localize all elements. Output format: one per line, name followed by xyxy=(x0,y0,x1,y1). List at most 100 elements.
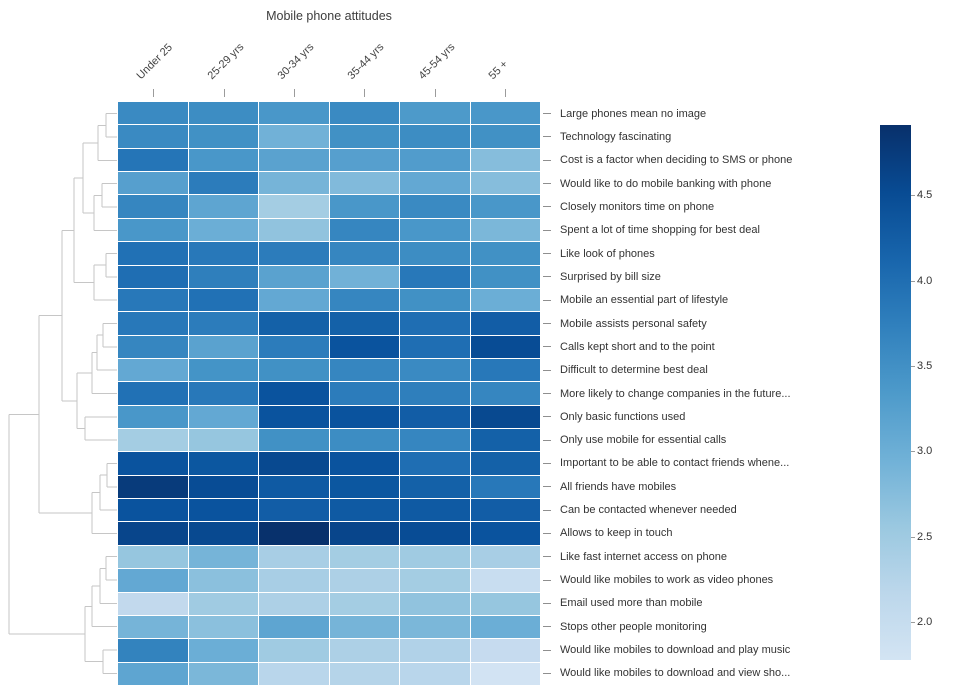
heatmap-cell[interactable] xyxy=(259,475,329,499)
heatmap-cell[interactable] xyxy=(470,522,540,545)
heatmap-cell[interactable] xyxy=(118,499,188,522)
heatmap-cell[interactable] xyxy=(188,125,258,148)
heatmap-cell[interactable] xyxy=(118,405,188,429)
heatmap-cell[interactable] xyxy=(470,288,540,312)
heatmap-cell[interactable] xyxy=(259,499,329,522)
heatmap-cell[interactable] xyxy=(259,125,329,148)
heatmap-cell[interactable] xyxy=(329,475,399,499)
heatmap-cell[interactable] xyxy=(259,102,329,125)
heatmap-cell[interactable] xyxy=(400,545,470,569)
heatmap-cell[interactable] xyxy=(400,125,470,148)
heatmap-cell[interactable] xyxy=(470,405,540,429)
heatmap-cell[interactable] xyxy=(400,452,470,475)
heatmap-cell[interactable] xyxy=(329,288,399,312)
heatmap-cell[interactable] xyxy=(329,218,399,242)
heatmap-cell[interactable] xyxy=(118,429,188,452)
heatmap-cell[interactable] xyxy=(188,452,258,475)
heatmap-cell[interactable] xyxy=(188,545,258,569)
heatmap-cell[interactable] xyxy=(329,662,399,685)
heatmap-cell[interactable] xyxy=(259,242,329,265)
heatmap-cell[interactable] xyxy=(470,218,540,242)
heatmap-cell[interactable] xyxy=(400,615,470,639)
heatmap-cell[interactable] xyxy=(259,545,329,569)
heatmap-cell[interactable] xyxy=(470,148,540,172)
heatmap-cell[interactable] xyxy=(259,335,329,358)
heatmap-cell[interactable] xyxy=(259,662,329,685)
heatmap-cell[interactable] xyxy=(188,475,258,499)
heatmap-cell[interactable] xyxy=(329,592,399,615)
heatmap-cell[interactable] xyxy=(259,522,329,545)
heatmap-cell[interactable] xyxy=(259,569,329,592)
heatmap-cell[interactable] xyxy=(470,475,540,499)
heatmap-cell[interactable] xyxy=(470,452,540,475)
heatmap-cell[interactable] xyxy=(188,569,258,592)
heatmap-cell[interactable] xyxy=(188,335,258,358)
heatmap-cell[interactable] xyxy=(470,382,540,405)
heatmap-cell[interactable] xyxy=(400,405,470,429)
heatmap-cell[interactable] xyxy=(118,242,188,265)
heatmap-cell[interactable] xyxy=(118,382,188,405)
heatmap-cell[interactable] xyxy=(400,569,470,592)
heatmap-cell[interactable] xyxy=(188,405,258,429)
heatmap-cell[interactable] xyxy=(188,218,258,242)
heatmap-cell[interactable] xyxy=(329,499,399,522)
heatmap-cell[interactable] xyxy=(188,288,258,312)
heatmap-cell[interactable] xyxy=(118,592,188,615)
heatmap-cell[interactable] xyxy=(400,218,470,242)
heatmap-cell[interactable] xyxy=(329,172,399,195)
heatmap-cell[interactable] xyxy=(259,195,329,218)
heatmap-cell[interactable] xyxy=(118,102,188,125)
heatmap-cell[interactable] xyxy=(470,172,540,195)
heatmap-cell[interactable] xyxy=(329,452,399,475)
heatmap-cell[interactable] xyxy=(118,522,188,545)
heatmap-cell[interactable] xyxy=(259,382,329,405)
heatmap-cell[interactable] xyxy=(188,265,258,288)
heatmap-cell[interactable] xyxy=(400,499,470,522)
heatmap-cell[interactable] xyxy=(259,218,329,242)
heatmap-cell[interactable] xyxy=(118,265,188,288)
heatmap-cell[interactable] xyxy=(329,312,399,335)
heatmap-cell[interactable] xyxy=(118,358,188,382)
heatmap-cell[interactable] xyxy=(470,242,540,265)
heatmap-cell[interactable] xyxy=(118,452,188,475)
heatmap-cell[interactable] xyxy=(188,242,258,265)
heatmap-cell[interactable] xyxy=(470,358,540,382)
heatmap-cell[interactable] xyxy=(400,592,470,615)
heatmap-cell[interactable] xyxy=(400,102,470,125)
heatmap-cell[interactable] xyxy=(259,172,329,195)
heatmap-cell[interactable] xyxy=(188,499,258,522)
heatmap-cell[interactable] xyxy=(329,102,399,125)
heatmap-cell[interactable] xyxy=(329,125,399,148)
heatmap-cell[interactable] xyxy=(118,569,188,592)
heatmap-cell[interactable] xyxy=(259,405,329,429)
heatmap-cell[interactable] xyxy=(470,335,540,358)
heatmap-cell[interactable] xyxy=(118,125,188,148)
heatmap-cell[interactable] xyxy=(329,615,399,639)
heatmap-cell[interactable] xyxy=(188,429,258,452)
heatmap-cell[interactable] xyxy=(118,335,188,358)
heatmap-cell[interactable] xyxy=(188,358,258,382)
heatmap-cell[interactable] xyxy=(259,452,329,475)
heatmap-cell[interactable] xyxy=(400,148,470,172)
heatmap-cell[interactable] xyxy=(470,312,540,335)
heatmap-cell[interactable] xyxy=(188,615,258,639)
heatmap-cell[interactable] xyxy=(470,569,540,592)
heatmap-cell[interactable] xyxy=(400,172,470,195)
heatmap-cell[interactable] xyxy=(400,429,470,452)
heatmap-cell[interactable] xyxy=(400,358,470,382)
heatmap-cell[interactable] xyxy=(329,639,399,662)
heatmap-cell[interactable] xyxy=(329,148,399,172)
heatmap-cell[interactable] xyxy=(470,429,540,452)
heatmap-cell[interactable] xyxy=(118,195,188,218)
heatmap-cell[interactable] xyxy=(470,662,540,685)
heatmap-cell[interactable] xyxy=(329,242,399,265)
heatmap-cell[interactable] xyxy=(188,662,258,685)
heatmap-cell[interactable] xyxy=(470,592,540,615)
heatmap-cell[interactable] xyxy=(118,218,188,242)
heatmap-cell[interactable] xyxy=(259,148,329,172)
heatmap-cell[interactable] xyxy=(188,195,258,218)
heatmap-cell[interactable] xyxy=(118,172,188,195)
heatmap-cell[interactable] xyxy=(118,148,188,172)
heatmap-cell[interactable] xyxy=(400,195,470,218)
heatmap-cell[interactable] xyxy=(470,102,540,125)
